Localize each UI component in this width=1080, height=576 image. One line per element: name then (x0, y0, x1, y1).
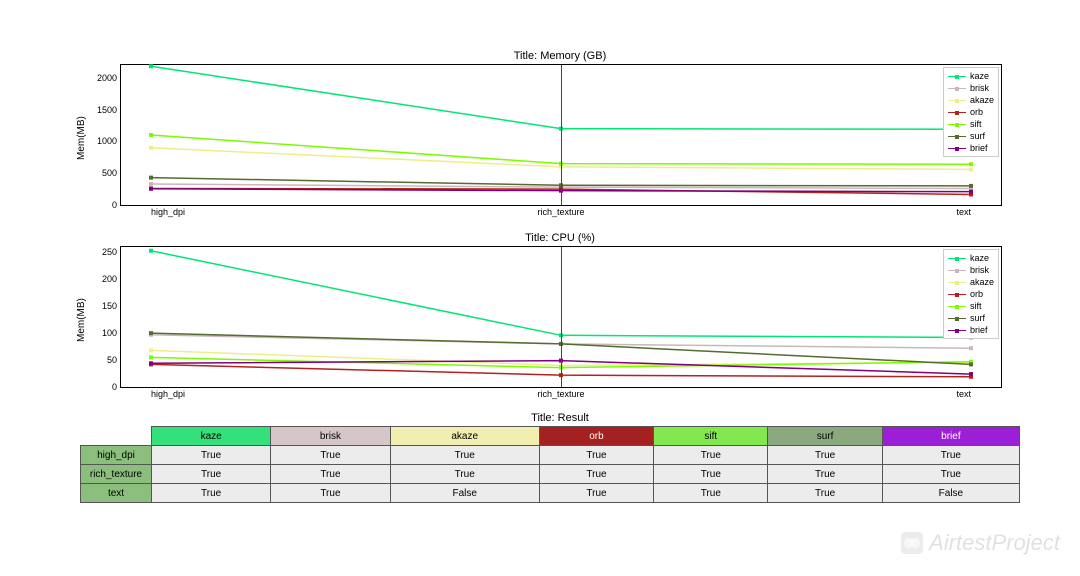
legend-item: surf (948, 312, 994, 324)
memory-chart: Title: Memory (GB) Mem(MB) kazebriskakaz… (80, 50, 1040, 206)
watermark: AirtestProject (901, 530, 1060, 556)
legend-label: surf (970, 130, 985, 142)
col-header: surf (768, 427, 882, 446)
legend-label: surf (970, 312, 985, 324)
legend-label: orb (970, 106, 983, 118)
xtick: rich_texture (537, 387, 584, 399)
result-table: kazebriskakazeorbsiftsurfbriefhigh_dpiTr… (80, 426, 1020, 503)
chart2-ylabel: Mem(MB) (76, 298, 87, 342)
xtick: high_dpi (151, 387, 185, 399)
chart1-ylabel: Mem(MB) (76, 116, 87, 160)
col-header: sift (654, 427, 768, 446)
legend-item: kaze (948, 252, 994, 264)
col-header: brisk (271, 427, 390, 446)
watermark-text: AirtestProject (929, 530, 1060, 556)
col-header: kaze (152, 427, 271, 446)
legend-item: brisk (948, 264, 994, 276)
table-cell: True (539, 446, 653, 465)
table-cell: True (152, 446, 271, 465)
ytick: 50 (107, 355, 121, 365)
legend-label: orb (970, 288, 983, 300)
legend-label: akaze (970, 276, 994, 288)
chart1-title: Title: Memory (GB) (80, 50, 1040, 62)
table-cell: True (271, 446, 390, 465)
legend-label: akaze (970, 94, 994, 106)
chart2-legend: kazebriskakazeorbsiftsurfbrief (943, 249, 999, 339)
xtick: text (956, 205, 971, 217)
legend-label: kaze (970, 252, 989, 264)
result-table-wrap: Title: Result kazebriskakazeorbsiftsurfb… (80, 412, 1040, 503)
ytick: 0 (112, 200, 121, 210)
legend-item: orb (948, 288, 994, 300)
chart2-plot: kazebriskakazeorbsiftsurfbrief 050100150… (120, 246, 1002, 388)
table-cell: True (768, 465, 882, 484)
cpu-chart: Title: CPU (%) Mem(MB) kazebriskakazeorb… (80, 232, 1040, 388)
table-cell: False (390, 484, 539, 503)
table-cell: True (654, 446, 768, 465)
legend-label: sift (970, 118, 982, 130)
table-cell: True (654, 484, 768, 503)
table-cell: True (390, 465, 539, 484)
wechat-icon (901, 532, 923, 554)
legend-item: sift (948, 118, 994, 130)
table-cell: True (390, 446, 539, 465)
xtick: rich_texture (537, 205, 584, 217)
row-header: rich_texture (81, 465, 152, 484)
legend-label: kaze (970, 70, 989, 82)
gridline (561, 65, 562, 205)
legend-item: akaze (948, 276, 994, 288)
table-cell: True (271, 484, 390, 503)
legend-item: brisk (948, 82, 994, 94)
legend-item: brief (948, 142, 994, 154)
table-cell: True (768, 484, 882, 503)
legend-label: brief (970, 324, 988, 336)
table-cell: True (539, 484, 653, 503)
legend-item: surf (948, 130, 994, 142)
legend-item: sift (948, 300, 994, 312)
legend-label: sift (970, 300, 982, 312)
legend-item: brief (948, 324, 994, 336)
table-cell: True (882, 446, 1019, 465)
col-header: brief (882, 427, 1019, 446)
legend-label: brief (970, 142, 988, 154)
table-cell: False (882, 484, 1019, 503)
legend-item: akaze (948, 94, 994, 106)
legend-label: brisk (970, 82, 989, 94)
table-title: Title: Result (80, 412, 1040, 424)
table-cell: True (882, 465, 1019, 484)
legend-item: kaze (948, 70, 994, 82)
table-cell: True (152, 484, 271, 503)
ytick: 150 (102, 301, 121, 311)
chart1-plot: kazebriskakazeorbsiftsurfbrief 050010001… (120, 64, 1002, 206)
ytick: 100 (102, 328, 121, 338)
table-cell: True (271, 465, 390, 484)
chart1-legend: kazebriskakazeorbsiftsurfbrief (943, 67, 999, 157)
ytick: 250 (102, 247, 121, 257)
xtick: high_dpi (151, 205, 185, 217)
ytick: 200 (102, 274, 121, 284)
table-cell: True (539, 465, 653, 484)
row-header: high_dpi (81, 446, 152, 465)
col-header: orb (539, 427, 653, 446)
ytick: 500 (102, 168, 121, 178)
legend-item: orb (948, 106, 994, 118)
chart2-title: Title: CPU (%) (80, 232, 1040, 244)
xtick: text (956, 387, 971, 399)
table-cell: True (654, 465, 768, 484)
row-header: text (81, 484, 152, 503)
table-cell: True (768, 446, 882, 465)
ytick: 0 (112, 382, 121, 392)
col-header: akaze (390, 427, 539, 446)
legend-label: brisk (970, 264, 989, 276)
table-cell: True (152, 465, 271, 484)
ytick: 2000 (97, 73, 121, 83)
gridline (561, 247, 562, 387)
ytick: 1500 (97, 105, 121, 115)
ytick: 1000 (97, 136, 121, 146)
